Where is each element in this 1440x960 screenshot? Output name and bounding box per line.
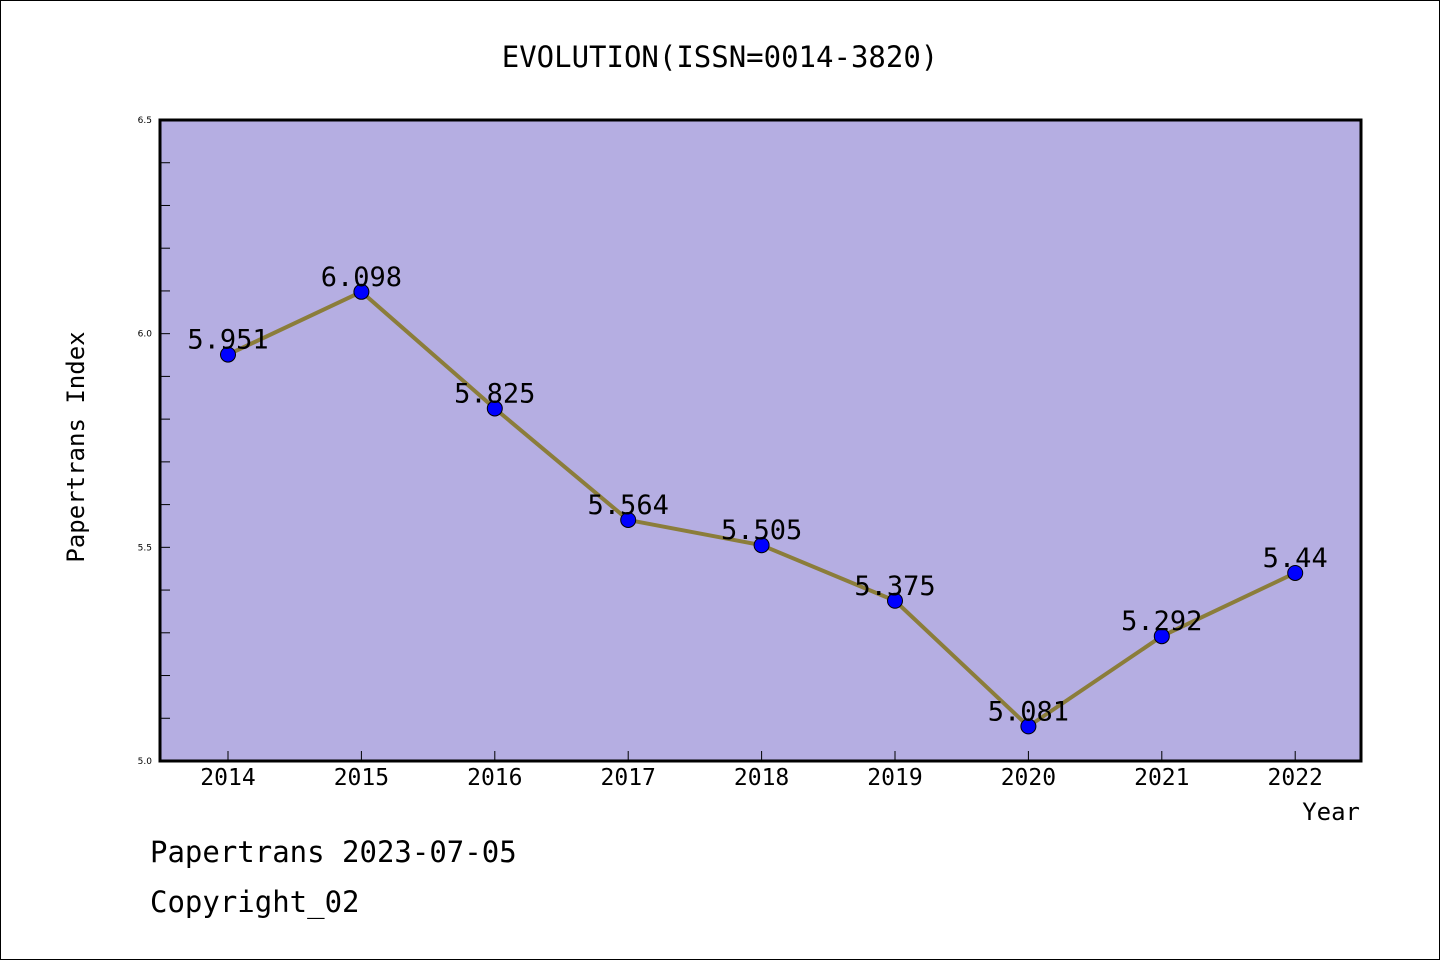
- data-label: 5.44: [1263, 543, 1328, 574]
- plot-area: [158, 118, 1363, 763]
- footer-copyright: Copyright_02: [150, 885, 360, 919]
- data-label: 5.825: [454, 378, 535, 409]
- x-tick-label: 2019: [867, 765, 922, 791]
- data-point: [486, 400, 503, 417]
- y-tick-label: 5.5: [138, 543, 152, 553]
- data-label: 5.375: [854, 571, 935, 602]
- data-point: [753, 537, 770, 554]
- data-point: [1153, 628, 1170, 645]
- data-label: 6.098: [321, 262, 402, 293]
- data-point: [887, 592, 903, 609]
- x-tick-label: 2014: [200, 765, 255, 791]
- data-point: [1287, 564, 1304, 581]
- y-tick-label: 5.0: [138, 757, 153, 767]
- chart-title: EVOLUTION(ISSN=0014-3820): [502, 40, 939, 74]
- y-axis: 5.0 5.5 6.0 6.5: [138, 116, 170, 767]
- y-tick-label: 6.0: [138, 330, 153, 340]
- x-axis-label: Year: [1302, 798, 1360, 826]
- footer-date: Papertrans 2023-07-05: [150, 835, 517, 869]
- x-tick-label: 2017: [601, 765, 656, 791]
- x-tick-label: 2015: [334, 765, 389, 791]
- data-point: [620, 511, 637, 528]
- x-tick-label: 2021: [1134, 765, 1189, 791]
- x-tick-label: 2020: [1001, 765, 1056, 791]
- data-label: 5.951: [187, 325, 268, 356]
- data-point: [1020, 718, 1037, 735]
- x-tick-label: 2022: [1268, 765, 1323, 791]
- data-point: [220, 346, 236, 363]
- data-labels: 5.951 6.098 5.825 5.564 5.505 5.375 5.081 5.292…: [187, 262, 1327, 728]
- data-markers: [220, 283, 1304, 735]
- x-tick-label: 2016: [467, 765, 522, 791]
- data-label: 5.505: [721, 515, 802, 546]
- data-label: 5.081: [988, 696, 1069, 727]
- x-tick-label: 2018: [734, 765, 789, 791]
- x-axis: 2014 2015 2016 2017 2018 2019 2020 2021 2022: [200, 751, 1323, 791]
- data-point: [353, 283, 370, 300]
- y-tick-label: 6.5: [138, 116, 152, 126]
- data-label: 5.564: [588, 490, 669, 521]
- data-label: 5.292: [1121, 606, 1202, 637]
- y-axis-label: Papertrans Index: [62, 331, 90, 562]
